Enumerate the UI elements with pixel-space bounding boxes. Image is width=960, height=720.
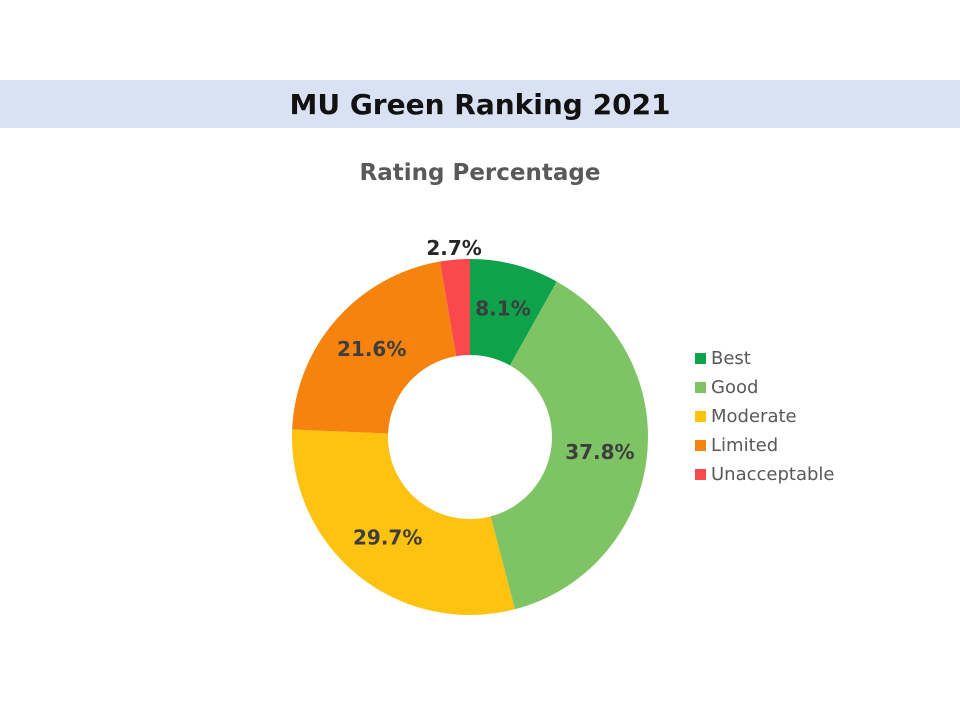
slide-title: MU Green Ranking 2021 (289, 87, 671, 121)
legend-item-moderate: Moderate (695, 405, 835, 427)
donut-slice-best (470, 259, 557, 366)
donut-slice-good (490, 281, 649, 610)
legend-item-best: Best (695, 347, 835, 369)
legend-label: Best (711, 347, 751, 369)
title-band: MU Green Ranking 2021 (0, 80, 960, 128)
donut-chart: 8.1% 37.8% 29.7% 21.6% 2.7% (291, 237, 649, 616)
donut-slice-moderate (291, 429, 515, 616)
data-label-good: 37.8% (565, 440, 634, 464)
legend-marker-icon (695, 439, 706, 451)
chart-title: Rating Percentage (359, 160, 601, 186)
data-label-limited: 21.6% (337, 337, 406, 361)
legend-item-good: Good (695, 376, 835, 398)
legend-marker-icon (695, 352, 706, 364)
legend-label: Moderate (711, 405, 797, 427)
legend-label: Good (711, 376, 759, 398)
donut-slice-limited (292, 261, 457, 434)
chart-legend: Best Good Moderate Limited Unacceptable (695, 347, 835, 494)
data-label-unacceptable: 2.7% (426, 237, 481, 260)
legend-marker-icon (695, 410, 706, 422)
legend-label: Limited (711, 434, 779, 456)
data-label-moderate: 29.7% (353, 525, 422, 549)
legend-item-limited: Limited (695, 434, 835, 456)
donut-slice-unacceptable (439, 259, 470, 357)
data-label-best: 8.1% (475, 297, 530, 321)
legend-marker-icon (695, 468, 706, 480)
legend-marker-icon (695, 381, 706, 393)
legend-label: Unacceptable (711, 463, 835, 485)
legend-item-unacceptable: Unacceptable (695, 463, 835, 485)
